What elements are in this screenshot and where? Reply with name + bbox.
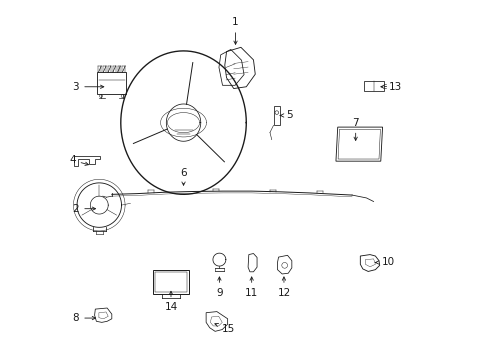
Text: 9: 9 bbox=[216, 277, 222, 298]
Text: 7: 7 bbox=[352, 118, 358, 140]
Text: 8: 8 bbox=[73, 313, 95, 323]
Text: 6: 6 bbox=[180, 168, 186, 185]
Text: 3: 3 bbox=[73, 82, 103, 92]
Text: 11: 11 bbox=[244, 277, 258, 298]
Text: 5: 5 bbox=[280, 111, 292, 121]
Text: 13: 13 bbox=[380, 82, 401, 92]
Text: 1: 1 bbox=[232, 17, 238, 44]
Text: 15: 15 bbox=[214, 323, 235, 334]
Text: 4: 4 bbox=[69, 155, 88, 165]
Text: 12: 12 bbox=[277, 277, 290, 298]
Text: 10: 10 bbox=[375, 257, 394, 267]
Text: 2: 2 bbox=[73, 204, 95, 214]
Text: 14: 14 bbox=[164, 291, 177, 312]
